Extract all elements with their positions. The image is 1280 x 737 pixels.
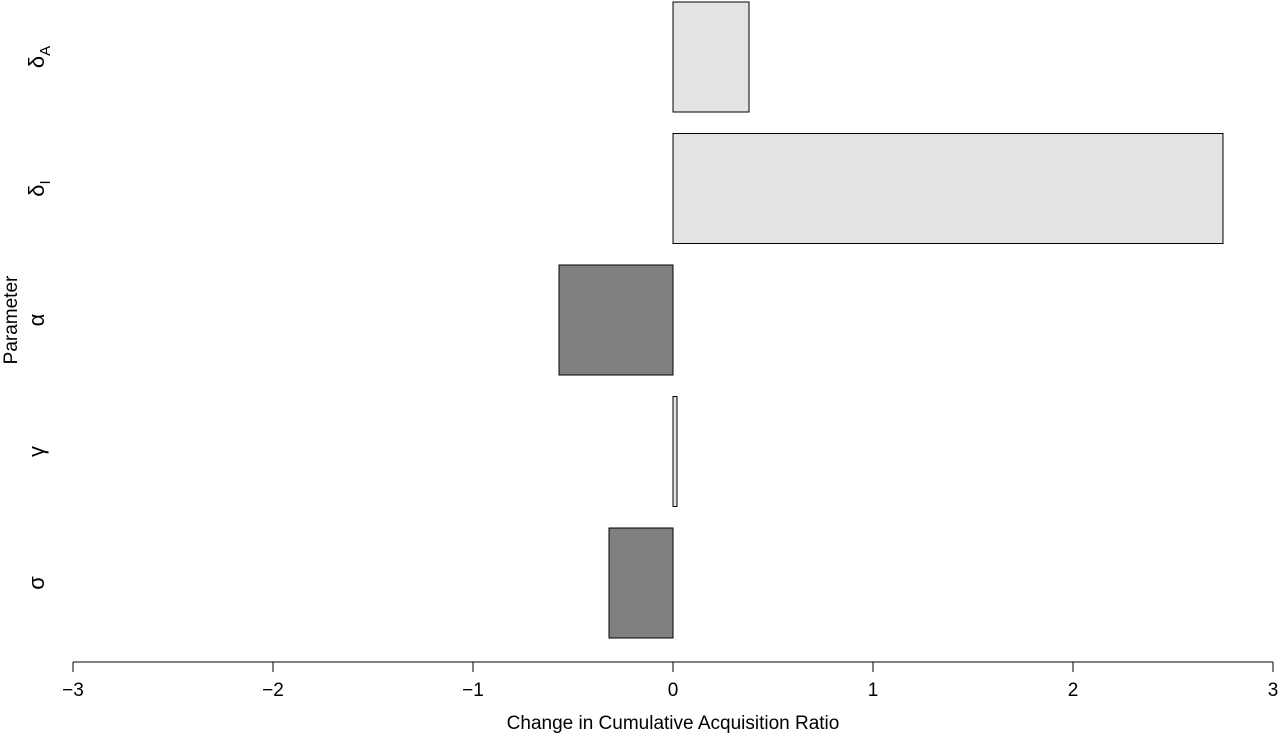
x-tick-label: 3: [1268, 680, 1279, 701]
bar: [558, 264, 674, 376]
bar: [608, 527, 674, 639]
x-tick-label: 0: [668, 680, 679, 701]
category-labels-group: δA δI α γ σ: [24, 46, 54, 590]
bar: [672, 1, 750, 113]
category-label: γ: [24, 446, 49, 457]
bar: [672, 396, 678, 507]
x-axis-title: Change in Cumulative Acquisition Ratio: [507, 713, 840, 734]
x-tick-label: 1: [868, 680, 879, 701]
x-axis: −3 −2 −1 0 1 2 3: [62, 661, 1278, 701]
category-label: δI: [24, 180, 54, 196]
x-tick-label: 2: [1068, 680, 1079, 701]
y-axis-title: Parameter: [1, 275, 22, 364]
category-label: δA: [24, 46, 54, 68]
x-tick-label: −3: [62, 680, 84, 701]
category-label: σ: [24, 576, 49, 590]
bars-group: [558, 1, 1224, 639]
x-tick-label: −2: [262, 680, 284, 701]
bar: [672, 133, 1224, 244]
x-ticks-group: −3 −2 −1 0 1 2 3: [62, 662, 1278, 701]
category-label: α: [24, 313, 49, 326]
x-tick-label: −1: [462, 680, 484, 701]
